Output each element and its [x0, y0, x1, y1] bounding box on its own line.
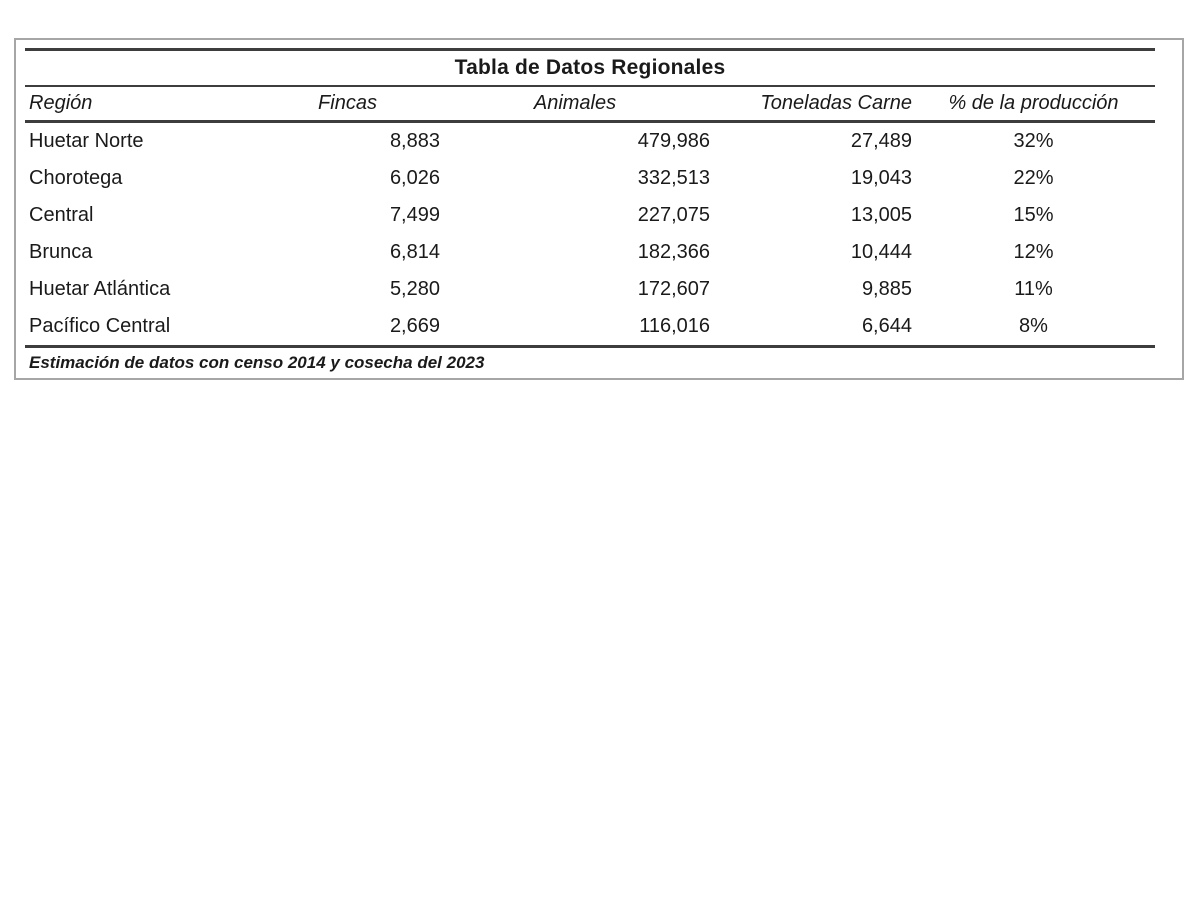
- cell-region: Chorotega: [29, 167, 123, 189]
- table-footnote: Estimación de datos con censo 2014 y cos…: [29, 353, 485, 372]
- top-divider: [25, 48, 1155, 51]
- cell-animales: 479,986: [637, 130, 710, 152]
- column-header-fincas: Fincas: [318, 92, 377, 114]
- cell-animales: 332,513: [637, 167, 710, 189]
- cell-pct: 15%: [1013, 204, 1054, 226]
- table-row: Central 7,499 227,075 13,005 15%: [25, 197, 1155, 234]
- cell-region: Huetar Atlántica: [29, 278, 171, 300]
- cell-pct: 12%: [1013, 241, 1054, 263]
- cell-animales: 182,366: [637, 241, 710, 263]
- cell-fincas: 2,669: [389, 315, 440, 337]
- table-row: Chorotega 6,026 332,513 19,043 22%: [25, 160, 1155, 197]
- cell-region: Brunca: [29, 241, 93, 263]
- table-title: Tabla de Datos Regionales: [454, 56, 726, 79]
- cell-pct: 11%: [1014, 278, 1053, 300]
- title-divider: [25, 85, 1155, 87]
- table-row: Brunca 6,814 182,366 10,444 12%: [25, 234, 1155, 271]
- cell-toneladas: 13,005: [850, 204, 912, 226]
- cell-fincas: 8,883: [389, 130, 440, 152]
- cell-toneladas: 10,444: [850, 241, 912, 263]
- cell-animales: 227,075: [637, 204, 710, 226]
- column-header-animales: Animales: [533, 92, 617, 114]
- cell-fincas: 7,499: [389, 204, 440, 226]
- cell-fincas: 6,026: [389, 167, 440, 189]
- cell-animales: 172,607: [637, 278, 710, 300]
- cell-toneladas: 9,885: [861, 278, 912, 300]
- column-header-region: Región: [29, 92, 93, 114]
- cell-region: Huetar Norte: [29, 130, 144, 152]
- table-row: Pacífico Central 2,669 116,016 6,644 8%: [25, 308, 1155, 345]
- cell-fincas: 5,280: [389, 278, 440, 300]
- regional-data-table: Región Fincas Animales Toneladas Carne %…: [25, 87, 1155, 345]
- regional-data-table-frame: Tabla de Datos Regionales Región Fincas …: [14, 38, 1184, 380]
- footer-divider: [25, 345, 1155, 348]
- column-header-toneladas: Toneladas Carne: [760, 92, 912, 114]
- cell-region: Pacífico Central: [29, 315, 171, 337]
- cell-fincas: 6,814: [389, 241, 440, 263]
- column-header-pct: % de la producción: [948, 92, 1119, 114]
- header-row: Región Fincas Animales Toneladas Carne %…: [25, 87, 1155, 122]
- table-row: Huetar Norte 8,883 479,986 27,489 32%: [25, 122, 1155, 161]
- cell-pct: 8%: [1019, 315, 1048, 337]
- cell-toneladas: 6,644: [861, 315, 912, 337]
- table-row: Huetar Atlántica 5,280 172,607 9,885 11%: [25, 271, 1155, 308]
- cell-pct: 22%: [1013, 167, 1054, 189]
- cell-region: Central: [29, 204, 94, 226]
- cell-pct: 32%: [1013, 130, 1054, 152]
- table-content: Tabla de Datos Regionales Región Fincas …: [25, 48, 1155, 377]
- cell-toneladas: 19,043: [850, 167, 912, 189]
- cell-animales: 116,016: [639, 315, 710, 337]
- cell-toneladas: 27,489: [850, 130, 912, 152]
